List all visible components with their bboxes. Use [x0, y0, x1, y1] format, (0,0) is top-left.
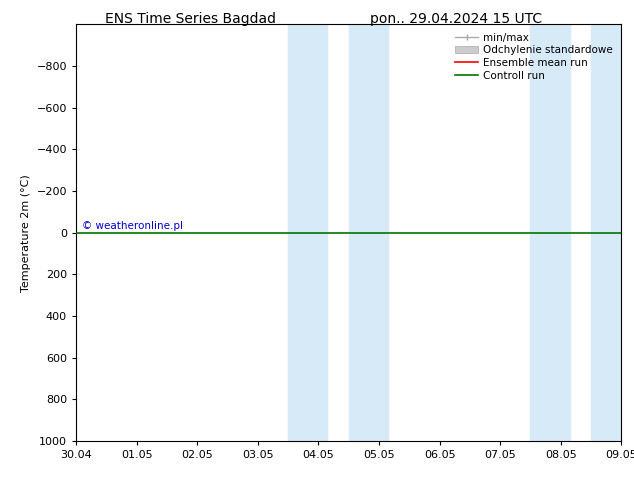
Legend: min/max, Odchylenie standardowe, Ensemble mean run, Controll run: min/max, Odchylenie standardowe, Ensembl…	[452, 30, 616, 84]
Y-axis label: Temperature 2m (°C): Temperature 2m (°C)	[21, 174, 31, 292]
Text: ENS Time Series Bagdad: ENS Time Series Bagdad	[105, 12, 276, 26]
Bar	[531, 24, 570, 441]
Text: pon.. 29.04.2024 15 UTC: pon.. 29.04.2024 15 UTC	[370, 12, 543, 26]
Bar	[349, 24, 388, 441]
Bar	[591, 24, 621, 441]
Bar	[288, 24, 328, 441]
Text: © weatheronline.pl: © weatheronline.pl	[82, 220, 183, 231]
